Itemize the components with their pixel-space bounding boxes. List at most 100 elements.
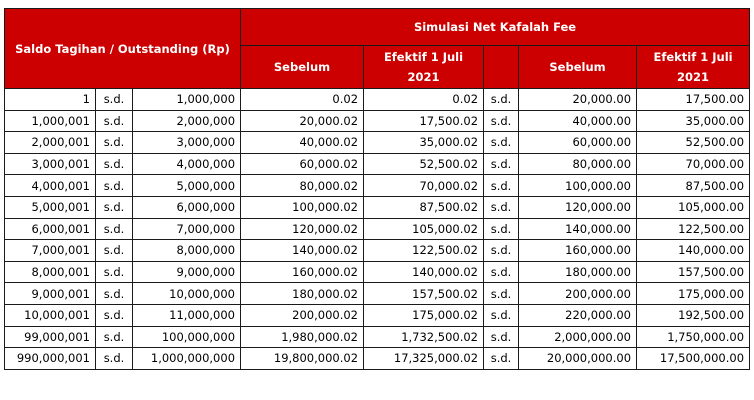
fee-efektif-to-cell: 52,500.00 bbox=[636, 131, 751, 154]
fee-efektif-from-cell: 17,325,000.02 bbox=[363, 347, 485, 370]
fee-sebelum-from-cell: 80,000.02 bbox=[240, 174, 365, 197]
range-sd-cell: s.d. bbox=[95, 347, 133, 370]
range-from-cell: 2,000,001 bbox=[4, 131, 96, 154]
range-sd-cell: s.d. bbox=[95, 303, 133, 327]
table-row: 4,000,001 s.d. 5,000,000 80,000.02 70,000.02… bbox=[4, 174, 751, 197]
range-from-cell: 1,000,001 bbox=[4, 109, 96, 133]
fee-sebelum-to-cell: 2,000,000.00 bbox=[518, 325, 638, 349]
fee-sd-cell: s.d. bbox=[483, 303, 520, 327]
fee-sd-cell: s.d. bbox=[483, 282, 520, 305]
fee-sebelum-to-cell: 220,000.00 bbox=[518, 303, 638, 327]
range-to-cell: 11,000,000 bbox=[131, 303, 242, 327]
fee-sebelum-to-cell: 60,000.00 bbox=[518, 131, 638, 154]
range-from-cell: 990,000,001 bbox=[4, 347, 96, 370]
table-row: 7,000,001 s.d. 8,000,000 140,000.02 122,500.… bbox=[4, 239, 751, 262]
table-row: 99,000,001 s.d. 100,000,000 1,980,000.02 1,7… bbox=[4, 325, 751, 349]
range-to-cell: 1,000,000,000 bbox=[131, 347, 242, 370]
range-to-cell: 6,000,000 bbox=[131, 195, 242, 219]
fee-sebelum-to-cell: 180,000.00 bbox=[518, 260, 638, 284]
range-from-cell: 1 bbox=[4, 88, 96, 111]
range-from-cell: 3,000,001 bbox=[4, 152, 96, 176]
range-to-cell: 1,000,000 bbox=[131, 88, 242, 111]
table-row: 990,000,001 s.d. 1,000,000,000 19,800,000.0… bbox=[4, 347, 751, 370]
efektif-label: Efektif 1 Juli bbox=[653, 50, 733, 64]
table-row: 3,000,001 s.d. 4,000,000 60,000.02 52,500.02… bbox=[4, 152, 751, 176]
fee-sebelum-to-cell: 80,000.00 bbox=[518, 152, 638, 176]
fee-efektif-to-cell: 87,500.00 bbox=[636, 174, 751, 197]
fee-sebelum-from-cell: 200,000.02 bbox=[240, 303, 365, 327]
range-to-cell: 4,000,000 bbox=[131, 152, 242, 176]
fee-sebelum-from-cell: 120,000.02 bbox=[240, 217, 365, 241]
fee-sebelum-from-cell: 19,800,000.02 bbox=[240, 347, 365, 370]
fee-sebelum-to-cell: 200,000.00 bbox=[518, 282, 638, 305]
range-to-cell: 7,000,000 bbox=[131, 217, 242, 241]
range-from-cell: 6,000,001 bbox=[4, 217, 96, 241]
fee-efektif-from-cell: 105,000.02 bbox=[363, 217, 485, 241]
fee-efektif-to-cell: 17,500.00 bbox=[636, 88, 751, 111]
fee-sd-cell: s.d. bbox=[483, 152, 520, 176]
table-body: 1 s.d. 1,000,000 0.02 0.02 s.d. 20,000.00 17,50… bbox=[4, 88, 751, 370]
range-sd-cell: s.d. bbox=[95, 260, 133, 284]
table-row: 1,000,001 s.d. 2,000,000 20,000.02 17,500.02… bbox=[4, 109, 751, 133]
efektif-header-2: Efektif 1 Juli 2021 bbox=[636, 45, 751, 89]
fee-efektif-from-cell: 70,000.02 bbox=[363, 174, 485, 197]
fee-efektif-from-cell: 35,000.02 bbox=[363, 131, 485, 154]
fee-efektif-from-cell: 122,500.02 bbox=[363, 239, 485, 262]
range-from-cell: 99,000,001 bbox=[4, 325, 96, 349]
fee-efektif-from-cell: 157,500.02 bbox=[363, 282, 485, 305]
sebelum-header-2: Sebelum bbox=[518, 45, 638, 89]
fee-sebelum-to-cell: 20,000.00 bbox=[518, 88, 638, 111]
fee-sd-cell: s.d. bbox=[483, 195, 520, 219]
fee-sd-cell: s.d. bbox=[483, 325, 520, 349]
range-sd-cell: s.d. bbox=[95, 174, 133, 197]
fee-sebelum-to-cell: 120,000.00 bbox=[518, 195, 638, 219]
table-row: 2,000,001 s.d. 3,000,000 40,000.02 35,000.02… bbox=[4, 131, 751, 154]
range-to-cell: 9,000,000 bbox=[131, 260, 242, 284]
range-from-cell: 4,000,001 bbox=[4, 174, 96, 197]
range-sd-cell: s.d. bbox=[95, 325, 133, 349]
fee-efektif-to-cell: 105,000.00 bbox=[636, 195, 751, 219]
simulasi-header: Simulasi Net Kafalah Fee bbox=[240, 8, 751, 46]
table-row: 10,000,001 s.d. 11,000,000 200,000.02 175,00… bbox=[4, 303, 751, 327]
efektif-label: Efektif 1 Juli bbox=[383, 50, 464, 64]
fee-sebelum-from-cell: 1,980,000.02 bbox=[240, 325, 365, 349]
range-sd-cell: s.d. bbox=[95, 109, 133, 133]
range-to-cell: 3,000,000 bbox=[131, 131, 242, 154]
fee-sd-cell: s.d. bbox=[483, 131, 520, 154]
range-to-cell: 5,000,000 bbox=[131, 174, 242, 197]
fee-sebelum-to-cell: 160,000.00 bbox=[518, 239, 638, 262]
table-row: 5,000,001 s.d. 6,000,000 100,000.02 87,500.0… bbox=[4, 195, 751, 219]
saldo-header: Saldo Tagihan / Outstanding (Rp) bbox=[3, 8, 242, 89]
fee-efektif-from-cell: 52,500.02 bbox=[363, 152, 485, 176]
fee-efektif-to-cell: 122,500.00 bbox=[636, 217, 751, 241]
fee-sd-cell: s.d. bbox=[483, 239, 520, 262]
table-row: 6,000,001 s.d. 7,000,000 120,000.02 105,000.… bbox=[4, 217, 751, 241]
fee-sd-cell: s.d. bbox=[483, 347, 520, 370]
fee-efektif-to-cell: 140,000.00 bbox=[636, 239, 751, 262]
fee-sd-cell: s.d. bbox=[483, 260, 520, 284]
fee-efektif-from-cell: 17,500.02 bbox=[363, 109, 485, 133]
fee-sebelum-to-cell: 40,000.00 bbox=[518, 109, 638, 133]
fee-sebelum-from-cell: 100,000.02 bbox=[240, 195, 365, 219]
efektif-year: 2021 bbox=[407, 70, 440, 84]
range-sd-cell: s.d. bbox=[95, 88, 133, 111]
table-container: Saldo Tagihan / Outstanding (Rp) Simulas… bbox=[3, 8, 751, 370]
range-to-cell: 10,000,000 bbox=[131, 282, 242, 305]
range-from-cell: 8,000,001 bbox=[4, 260, 96, 284]
fee-sd-cell: s.d. bbox=[483, 217, 520, 241]
fee-efektif-from-cell: 175,000.02 bbox=[363, 303, 485, 327]
table-row: 8,000,001 s.d. 9,000,000 160,000.02 140,000.… bbox=[4, 260, 751, 284]
fee-efektif-from-cell: 1,732,500.02 bbox=[363, 325, 485, 349]
efektif-year: 2021 bbox=[677, 70, 710, 84]
range-from-cell: 7,000,001 bbox=[4, 239, 96, 262]
range-sd-cell: s.d. bbox=[95, 217, 133, 241]
fee-sebelum-from-cell: 160,000.02 bbox=[240, 260, 365, 284]
range-sd-cell: s.d. bbox=[95, 239, 133, 262]
fee-sebelum-to-cell: 100,000.00 bbox=[518, 174, 638, 197]
fee-efektif-to-cell: 175,000.00 bbox=[636, 282, 751, 305]
range-to-cell: 2,000,000 bbox=[131, 109, 242, 133]
fee-sebelum-from-cell: 60,000.02 bbox=[240, 152, 365, 176]
efektif-header-1: Efektif 1 Juli 2021 bbox=[363, 45, 485, 89]
fee-sd-cell: s.d. bbox=[483, 174, 520, 197]
sd-header-spacer bbox=[483, 45, 520, 89]
